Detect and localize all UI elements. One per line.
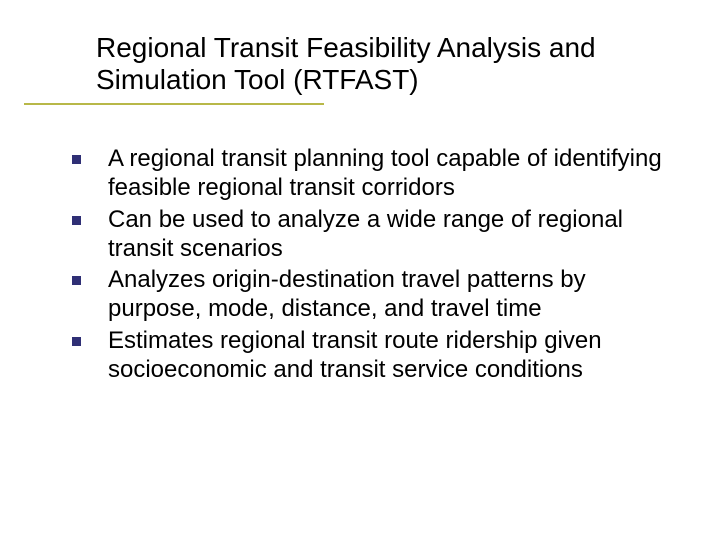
bullet-text: A regional transit planning tool capable… — [108, 145, 662, 201]
title-underline — [24, 103, 324, 105]
bullet-text: Estimates regional transit route ridersh… — [108, 327, 602, 383]
square-bullet-icon — [72, 216, 81, 225]
bullet-text: Analyzes origin-destination travel patte… — [108, 266, 586, 322]
square-bullet-icon — [72, 276, 81, 285]
list-item: Can be used to analyze a wide range of r… — [72, 205, 680, 264]
slide-title: Regional Transit Feasibility Analysis an… — [96, 32, 680, 96]
square-bullet-icon — [72, 337, 81, 346]
slide: Regional Transit Feasibility Analysis an… — [0, 0, 720, 540]
list-item: Estimates regional transit route ridersh… — [72, 326, 680, 385]
square-bullet-icon — [72, 155, 81, 164]
body-block: A regional transit planning tool capable… — [72, 144, 680, 386]
bullet-list: A regional transit planning tool capable… — [72, 144, 680, 384]
list-item: Analyzes origin-destination travel patte… — [72, 265, 680, 324]
list-item: A regional transit planning tool capable… — [72, 144, 680, 203]
bullet-text: Can be used to analyze a wide range of r… — [108, 206, 623, 262]
title-block: Regional Transit Feasibility Analysis an… — [96, 32, 680, 96]
